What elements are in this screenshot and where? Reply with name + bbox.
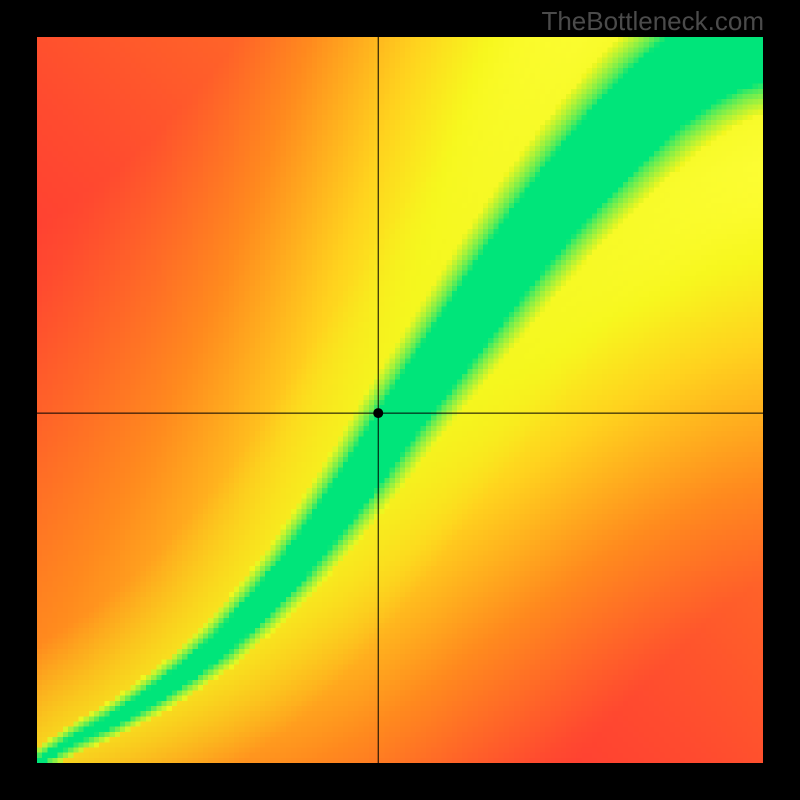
bottleneck-heatmap (37, 37, 763, 763)
chart-container: TheBottleneck.com (0, 0, 800, 800)
watermark-text: TheBottleneck.com (541, 6, 764, 37)
